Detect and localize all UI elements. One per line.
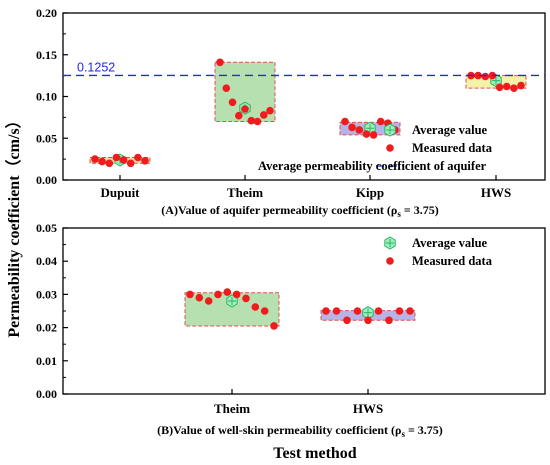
panel-a-y-tick-label: 0.00 [36, 173, 57, 187]
panel-b-legend-average-icon [384, 236, 396, 250]
panel-b-measured-point [251, 303, 260, 311]
panel-a-measured-point [112, 153, 121, 162]
panel-a-measured-point [247, 116, 256, 125]
panel-b-y-tick-label: 0.05 [36, 221, 57, 235]
panel-b-legend-measured-label: Measured data [412, 254, 493, 268]
panel-a-measured-point [216, 58, 224, 67]
panel-b-measured-point [374, 307, 383, 315]
panel-a-measured-point [228, 98, 237, 107]
panel-a-measured-point [253, 117, 262, 126]
panel-a-measured-point [355, 126, 364, 134]
panel-b-caption-main: (B)Value of well-skin permeability coeff… [157, 423, 401, 437]
panel-a-y-tick-label: 0.15 [36, 48, 57, 62]
panel-a-measured-point [495, 83, 504, 92]
panel-b-measured-point [332, 307, 341, 315]
panel-a-legend-average-label: Average value [412, 123, 488, 137]
panel-a-y-tick-label: 0.20 [36, 6, 57, 20]
panel-a-measured-point [91, 155, 99, 163]
panel-b-caption-subscript: s [401, 429, 405, 439]
panel-b-legend-average-label: Average value [412, 236, 488, 250]
panel-a-legend-average-icon [384, 123, 396, 137]
panel-a-category-label: Kipp [356, 185, 384, 200]
panel-a-measured-point [98, 157, 106, 166]
panel-a-measured-point [481, 72, 490, 81]
panel-a-category-label: HWS [481, 185, 511, 200]
panel-b-measured-point [353, 307, 362, 315]
panel-b-measured-point [260, 307, 269, 315]
y-axis-label: Permeability coefficient（cm/s） [5, 112, 23, 337]
panel-a-legend-measured-icon [386, 144, 394, 152]
panel-b-caption: (B)Value of well-skin permeability coeff… [157, 423, 443, 439]
panel-b-measured-point [223, 288, 232, 296]
panel-a-measured-point [510, 84, 518, 92]
panel-a-legend-measured-label: Measured data [412, 141, 493, 155]
panel-a-reference-value-label: 0.1252 [77, 60, 115, 74]
panel-b-measured-point [232, 290, 241, 299]
panel-b-measured-point [204, 297, 213, 305]
panel-b-y-tick-label: 0.04 [36, 254, 57, 268]
panel-b-measured-point [242, 294, 250, 303]
panel-a-legend-line-label: Average permeability coefficient of aqui… [258, 159, 487, 173]
panel-b-y-tick-label: 0.02 [36, 321, 57, 335]
panel-b-category-label: Theim [214, 401, 250, 416]
panel-b-measured-point [406, 307, 414, 315]
panel-a-measured-point [474, 71, 482, 80]
panel-a-measured-point [266, 106, 274, 115]
panel-b-category-label: HWS [353, 401, 383, 416]
panel-a-measured-point [126, 159, 135, 168]
panel-b-measured-point [364, 316, 372, 325]
x-axis-label: Test method [273, 445, 357, 462]
panel-a-y-tick-label: 0.10 [36, 90, 57, 104]
panel-a-measured-point [141, 157, 149, 165]
panel-b-plot-frame [62, 227, 546, 395]
panel-b-measured-point [270, 322, 278, 330]
panel-a-measured-point [241, 105, 249, 113]
panel-b-measured-point [186, 290, 194, 299]
panel-a-measured-point [348, 123, 356, 132]
panel-b-measured-point [195, 293, 204, 302]
panel-a-measured-point [119, 156, 128, 164]
panel-b-measured-point [214, 290, 222, 299]
panel-a-category-label: Dupuit [100, 185, 140, 200]
panel-a-measured-point [376, 117, 385, 126]
panel-a-caption: (A)Value of aquifer permeability coeffic… [161, 203, 438, 219]
panel-a-measured-point [260, 111, 268, 119]
panel-b-measured-point [322, 307, 330, 315]
panel-a-caption-main: (A)Value of aquifer permeability coeffic… [161, 203, 397, 217]
panel-a-measured-point [235, 111, 243, 120]
panel-b-measured-point [343, 316, 351, 325]
panel-b-caption-tail: = 3.75) [405, 423, 443, 437]
panel-a-measured-point [369, 131, 378, 139]
panel-a-measured-point [105, 159, 114, 168]
panel-a-measured-point [134, 153, 142, 162]
panel-a-measured-point [502, 82, 511, 91]
panel-b-legend-measured-icon [386, 257, 394, 265]
panel-a-measured-point [362, 130, 371, 138]
panel-b-y-tick-label: 0.00 [36, 387, 57, 401]
panel-b-y-tick-label: 0.03 [36, 287, 57, 301]
panel-a-y-tick-label: 0.05 [36, 131, 57, 145]
panel-a-caption-tail: = 3.75) [401, 203, 439, 217]
panel-a-measured-point [341, 117, 349, 126]
panel-b-measured-point [395, 307, 404, 315]
panel-a-caption-subscript: s [397, 209, 401, 219]
panel-a-category-label: Theim [227, 185, 263, 200]
panel-a-measured-point [517, 81, 525, 90]
panel-b-measured-point [385, 316, 393, 325]
panel-b-y-tick-label: 0.01 [36, 354, 57, 368]
panel-a-measured-point [222, 84, 231, 92]
